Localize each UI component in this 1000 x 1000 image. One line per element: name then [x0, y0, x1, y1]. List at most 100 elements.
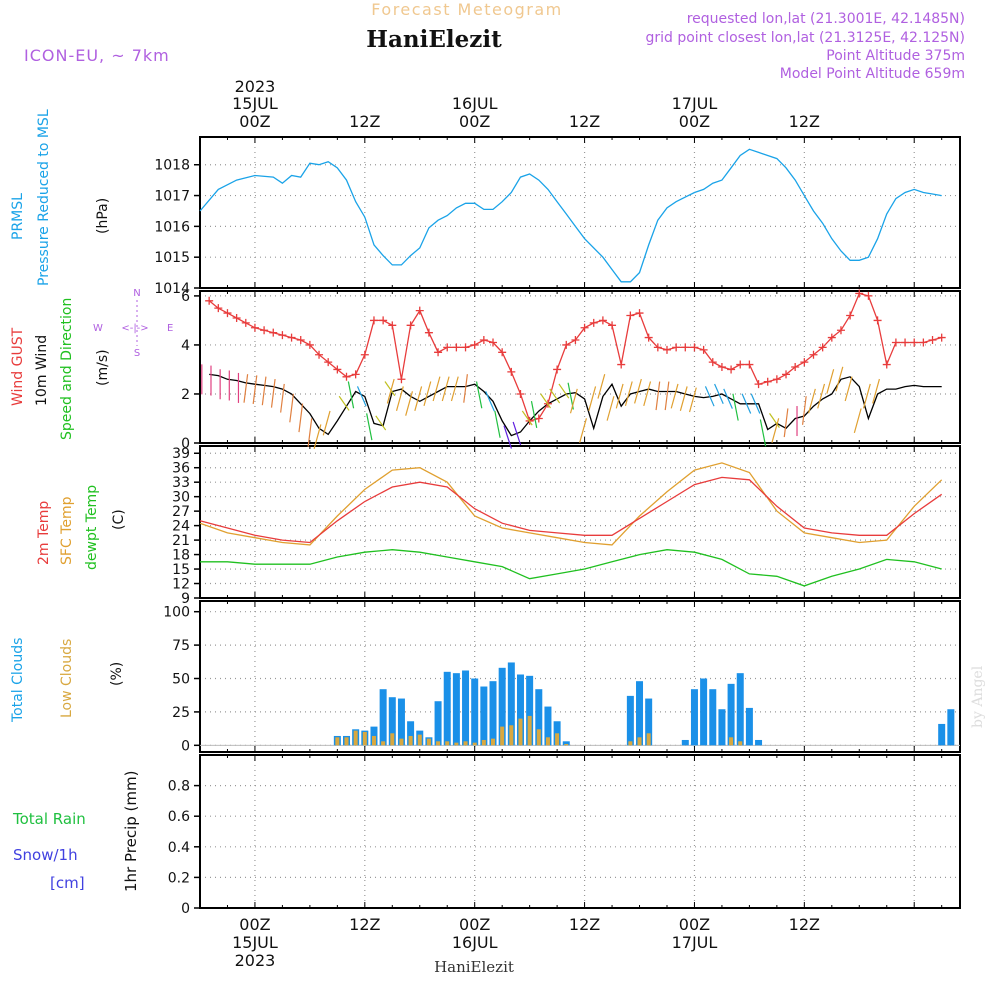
- y-tick-label: 0: [181, 901, 190, 917]
- gust-marker: [489, 338, 498, 347]
- low-cloud-bar: [399, 738, 404, 746]
- gust-marker: [589, 318, 598, 327]
- bottom-time-label: 00Z: [679, 915, 710, 934]
- gust-marker: [406, 321, 415, 330]
- total-cloud-bar: [626, 695, 634, 746]
- gust-marker: [232, 313, 241, 322]
- point-altitude: Point Altitude 375m: [826, 48, 965, 64]
- wind-arrow: [261, 376, 267, 406]
- gust-marker: [415, 306, 424, 315]
- total-cloud-bar: [443, 671, 451, 746]
- bottom-date-label: 16JUL: [452, 933, 498, 952]
- wind-arrow: [670, 383, 679, 409]
- precip-unit: 1hr Precip (mm): [122, 771, 140, 892]
- gust-marker: [214, 304, 223, 313]
- compass-e: E: [167, 323, 173, 334]
- wind-arrow: [569, 388, 578, 414]
- y-tick-label: 0.4: [168, 840, 190, 856]
- total-cloud-bar: [544, 706, 552, 746]
- low-cloud-bar: [646, 733, 651, 746]
- top-time-label: 12Z: [349, 112, 380, 131]
- low-cloud-bar: [472, 742, 477, 746]
- wind-arrow: [289, 393, 294, 423]
- gust-marker: [745, 360, 754, 369]
- total-cloud-bar: [471, 678, 479, 746]
- cloud-panel-labels: Total Clouds Low Clouds (%): [10, 638, 125, 723]
- plot-layer: 1014101510161017101802469121518212427303…: [154, 77, 961, 970]
- low-cloud-bar: [564, 743, 569, 746]
- panel-frame: [199, 445, 961, 599]
- wind-arrow: [307, 418, 313, 447]
- snow-label: Snow/1h: [13, 846, 78, 864]
- gust-marker: [846, 311, 855, 320]
- gust-marker: [882, 360, 891, 369]
- temp-panel-labels: 2m Temp SFC Temp dewpt Temp (C): [36, 485, 127, 570]
- total-cloud-bar: [388, 697, 396, 746]
- y-tick-label: 1018: [154, 158, 190, 174]
- gust-marker: [269, 328, 278, 337]
- gust-marker: [864, 291, 873, 300]
- wind-arrow: [771, 418, 780, 443]
- total-cloud-bar: [636, 681, 644, 746]
- low-cloud-bar: [390, 733, 395, 746]
- low-cloud-bar: [536, 729, 541, 746]
- low-cloud-bar: [417, 734, 422, 746]
- wind-arrow: [322, 410, 331, 436]
- y-tick-label: 1016: [154, 219, 190, 235]
- y-tick-label: 50: [172, 672, 190, 688]
- total-cloud-bar: [452, 673, 460, 746]
- gust-marker: [278, 331, 287, 340]
- wind-arrow: [414, 386, 423, 411]
- gust-marker: [928, 336, 937, 345]
- y-tick-label: 4: [181, 338, 190, 354]
- panel-wind: 0 2 4 6: [181, 289, 961, 452]
- compass-mid: <-|->: [121, 323, 148, 334]
- wind-arrow: [634, 378, 642, 404]
- total-cloud-bar: [709, 689, 717, 746]
- direction-label: Speed and Direction: [59, 298, 75, 440]
- y-tick-label: 0.2: [168, 870, 190, 886]
- pressure-line: [199, 148, 942, 283]
- panel-frame: [199, 136, 961, 289]
- gust-marker: [397, 375, 406, 384]
- panel-frame: [199, 600, 961, 753]
- low-cloud-bar: [491, 738, 496, 746]
- wind-arrow: [704, 386, 715, 407]
- temp2m-line: [199, 476, 943, 544]
- total-cloud-bar: [681, 739, 689, 746]
- wind-arrow: [313, 424, 322, 449]
- low-cloud-bar: [527, 715, 532, 746]
- compass-w: W: [93, 323, 103, 334]
- gust-marker: [809, 350, 818, 359]
- top-date-label: 16JUL: [452, 94, 498, 113]
- total-cloud-bar: [645, 698, 653, 746]
- wind-arrow: [384, 381, 396, 397]
- gust-marker: [241, 318, 250, 327]
- temp2m-label: 2m Temp: [36, 501, 52, 565]
- gust-marker: [498, 348, 507, 357]
- wind-arrow: [280, 383, 285, 413]
- top-time-label: 00Z: [679, 112, 710, 131]
- gust-marker: [644, 333, 653, 342]
- low-cloud-bar: [362, 731, 367, 746]
- gust-marker: [479, 336, 488, 345]
- low-cloud-bar: [738, 741, 743, 746]
- gust-marker: [315, 350, 324, 359]
- low-cloud-bar: [637, 737, 642, 746]
- wind-arrow: [732, 393, 739, 421]
- wind-arrow: [872, 378, 880, 404]
- gust-marker: [901, 338, 910, 347]
- bottom-time-label: 12Z: [789, 915, 820, 934]
- total-cloud-bar: [434, 701, 442, 746]
- bottom-time-label: 00Z: [239, 915, 270, 934]
- wind-panel-labels: Wind GUST 10m Wind Speed and Direction (…: [10, 288, 173, 440]
- gust-marker: [782, 370, 791, 379]
- gust-marker: [507, 367, 516, 376]
- top-time-label: 00Z: [459, 112, 490, 131]
- wind-speed-line: [209, 373, 942, 437]
- panel-pressure: 1014 1015 1016 1017 1018: [154, 136, 961, 297]
- gust-marker: [223, 309, 232, 318]
- gust-marker: [534, 414, 543, 423]
